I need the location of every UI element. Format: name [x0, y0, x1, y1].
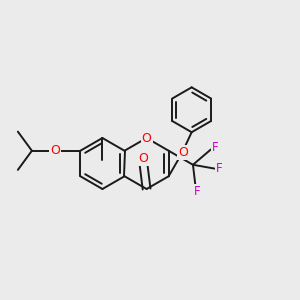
Text: O: O [139, 152, 148, 165]
Text: F: F [194, 185, 200, 198]
Text: O: O [50, 144, 60, 157]
Text: F: F [216, 162, 223, 175]
Text: F: F [212, 142, 219, 154]
Text: O: O [142, 131, 152, 145]
Text: O: O [178, 146, 188, 159]
